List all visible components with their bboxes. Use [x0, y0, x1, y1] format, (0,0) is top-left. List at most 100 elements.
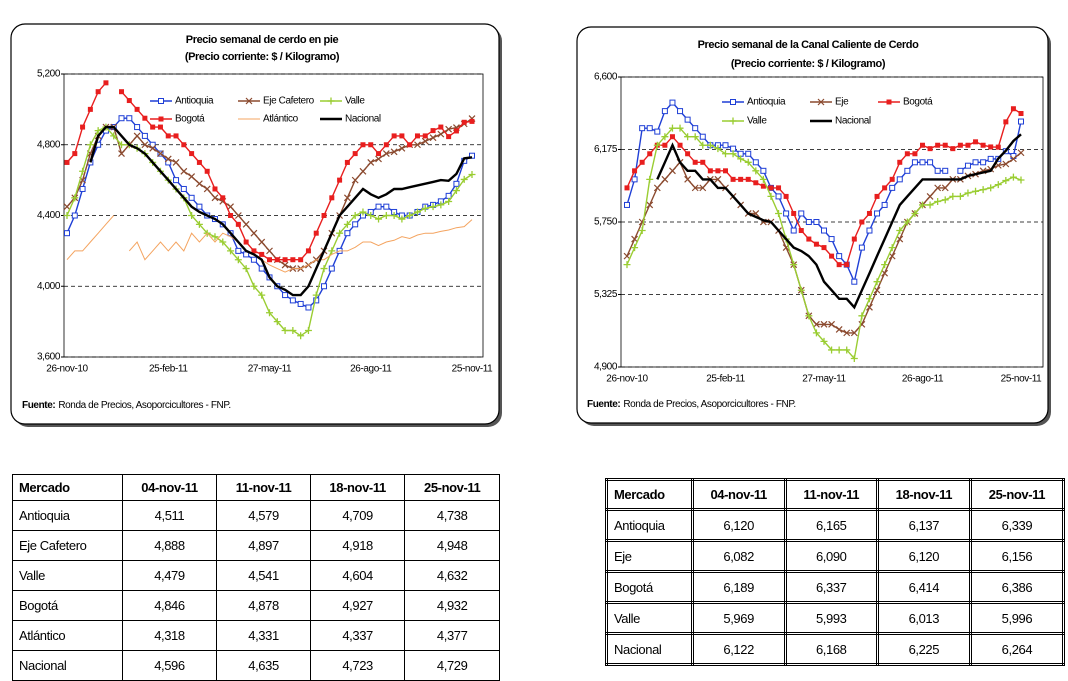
point-marker: [920, 142, 925, 148]
point-marker: [844, 262, 850, 268]
point-marker: [110, 132, 118, 140]
point-marker: [881, 201, 888, 208]
x-tick-label: 27-may-11: [802, 374, 846, 385]
point-marker: [453, 180, 460, 187]
x-tick-label: 26-nov-10: [606, 374, 648, 385]
table-cell: 4,632: [404, 560, 500, 591]
point-marker: [312, 291, 320, 299]
point-marker: [437, 130, 445, 138]
x-tick-label: 26-nov-10: [46, 364, 88, 375]
point-marker: [835, 346, 843, 354]
point-marker: [829, 253, 835, 259]
point-marker: [375, 215, 383, 223]
point-marker: [768, 185, 774, 191]
point-marker: [873, 286, 881, 294]
chart-title: Precio semanal de la Canal Caliente de C…: [698, 39, 920, 51]
point-marker: [376, 151, 382, 157]
source-note: Fuente: Ronda de Precios, Asoporcicultore…: [587, 399, 796, 410]
point-marker: [149, 144, 157, 152]
table-cell: 4,635: [216, 650, 311, 681]
table-row: Bogotá 4,846 4,878 4,927 4,932: [12, 590, 500, 621]
point-marker: [133, 132, 141, 140]
point-marker: [383, 203, 390, 210]
point-marker: [181, 142, 187, 148]
table-row: Antioquia 6,120 6,165 6,137 6,339: [605, 508, 1066, 542]
point-marker: [359, 208, 367, 216]
point-marker: [677, 108, 684, 115]
point-marker: [874, 193, 880, 199]
table-row: Antioquia 4,511 4,579 4,709 4,738: [12, 500, 500, 531]
point-marker: [835, 326, 843, 333]
table-cell: 4,337: [309, 620, 406, 651]
legend-label: Bogotá: [175, 114, 205, 125]
point-marker: [134, 106, 140, 112]
point-marker: [259, 251, 265, 257]
table-cell: Atlántico: [12, 620, 123, 651]
point-marker: [421, 204, 429, 212]
point-marker: [753, 180, 759, 186]
legend-label: Nacional: [835, 116, 871, 127]
point-marker: [934, 184, 942, 192]
point-marker: [234, 256, 242, 264]
point-marker: [173, 133, 179, 139]
point-marker: [653, 184, 661, 192]
point-marker: [1010, 106, 1016, 112]
legend-marker: [729, 117, 737, 125]
table-cell: 4,948: [404, 530, 500, 561]
table-cell: 6,339: [968, 508, 1066, 542]
point-marker: [979, 186, 987, 194]
table-cell: 6,168: [783, 632, 879, 666]
table-row: Nacional 4,596 4,635 4,723 4,729: [12, 650, 500, 681]
point-marker: [624, 201, 630, 208]
point-marker: [994, 181, 1002, 189]
point-marker: [414, 141, 421, 149]
point-marker: [821, 245, 827, 251]
point-marker: [211, 233, 219, 241]
table-cell: 6,013: [875, 601, 972, 635]
point-marker: [646, 201, 654, 209]
point-marker: [352, 151, 358, 157]
point-marker: [79, 167, 87, 175]
table-cell: Antioquia: [605, 508, 694, 542]
table-cell: 4,729: [404, 650, 500, 681]
table-cell: 6,225: [875, 632, 972, 666]
point-marker: [714, 145, 722, 153]
point-marker: [623, 252, 631, 260]
point-marker: [949, 192, 957, 200]
point-marker: [904, 167, 911, 174]
point-marker: [631, 176, 638, 183]
point-marker: [828, 320, 836, 328]
chart-frame: [10, 23, 500, 425]
legend-marker: [158, 116, 164, 122]
point-marker: [452, 187, 460, 195]
point-marker: [305, 248, 311, 254]
point-marker: [957, 142, 963, 148]
point-marker: [723, 168, 728, 174]
table-cell: 6,189: [690, 570, 787, 604]
table-cell: 4,377: [404, 620, 500, 651]
point-marker: [150, 124, 156, 130]
source-text: Ronda de Precios, Asoporcicultores - FNP…: [623, 399, 795, 410]
table-cell: Eje Cafetero: [12, 530, 123, 561]
point-marker: [700, 159, 706, 165]
series-line: [66, 215, 473, 273]
table-cell: 4,927: [309, 590, 406, 621]
table-cell: Nacional: [605, 632, 694, 666]
point-marker: [1002, 160, 1010, 168]
point-marker: [118, 141, 126, 149]
point-marker: [639, 125, 646, 132]
point-marker: [684, 133, 692, 141]
table-cell: 4,511: [121, 500, 218, 531]
table-cell: 4,579: [216, 500, 311, 531]
point-marker: [965, 142, 971, 148]
point-marker: [699, 141, 707, 149]
legend-label: Nacional: [345, 114, 381, 125]
y-tick-label: 5,325: [594, 289, 618, 300]
point-marker: [368, 142, 374, 148]
header-cell: 18-nov-11: [309, 474, 406, 501]
x-tick-label: 25-nov-11: [452, 364, 494, 375]
table-cell: 6,414: [875, 570, 972, 604]
point-marker: [390, 212, 398, 219]
point-marker: [653, 141, 661, 149]
point-marker: [344, 230, 351, 237]
